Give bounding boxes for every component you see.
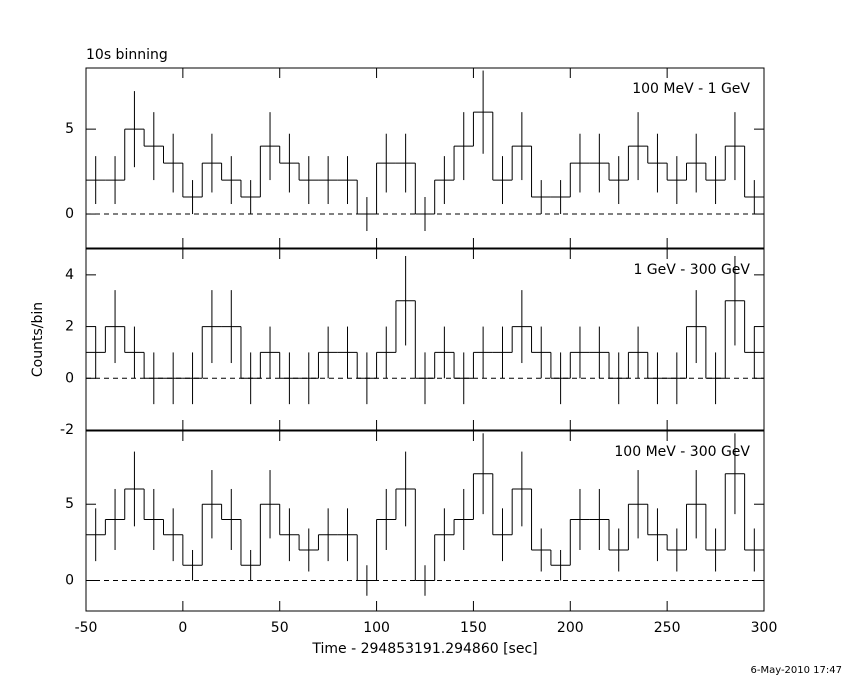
y-tick-label: -2 (60, 422, 74, 438)
x-tick-label: -50 (75, 620, 98, 636)
footer: 6-May-2010 17:47 (750, 665, 842, 676)
chart-title: 10s binning (86, 47, 168, 63)
x-tick-label: 200 (557, 620, 584, 636)
plot-frame (85, 67, 765, 249)
y-tick-label: 2 (65, 319, 74, 335)
plot-frame (85, 430, 765, 612)
plot-frame (85, 248, 765, 431)
panel-label: 100 MeV - 300 GeV (614, 444, 750, 460)
y-tick-label: 0 (65, 370, 74, 386)
y-tick-label: 0 (65, 206, 74, 222)
x-tick-label: 250 (654, 620, 681, 636)
y-tick-label: 5 (65, 496, 74, 512)
x-tick-label: 0 (178, 620, 187, 636)
panel-label: 100 MeV - 1 GeV (632, 81, 750, 97)
x-tick-label: 50 (271, 620, 289, 636)
x-axis-label: Time - 294853191.294860 [sec] (311, 641, 537, 657)
y-tick-label: 5 (65, 121, 74, 137)
x-tick-label: 300 (751, 620, 778, 636)
y-axis-label: Counts/bin (30, 302, 46, 377)
x-tick-label: 100 (363, 620, 390, 636)
y-tick-label: 0 (65, 572, 74, 588)
x-tick-label: 150 (460, 620, 487, 636)
y-tick-label: 4 (65, 267, 74, 283)
panel-label: 1 GeV - 300 GeV (633, 262, 750, 278)
